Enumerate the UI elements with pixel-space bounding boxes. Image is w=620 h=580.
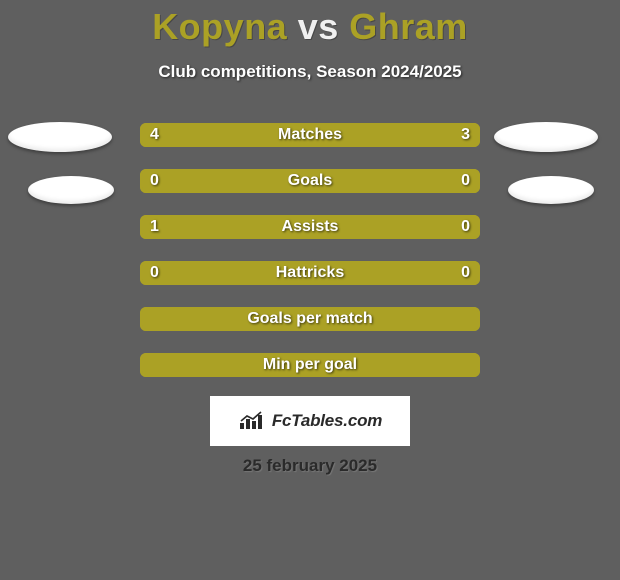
comparison-infographic: Kopyna vs Ghram Club competitions, Seaso… <box>0 0 620 580</box>
bar-right <box>310 261 480 285</box>
bar-track <box>140 169 480 193</box>
title-vs: vs <box>287 6 349 47</box>
stat-value-left: 1 <box>150 215 159 239</box>
subtitle: Club competitions, Season 2024/2025 <box>0 62 620 82</box>
stat-value-left: 0 <box>150 169 159 193</box>
stat-row: Goals00 <box>0 158 620 204</box>
bar-left <box>140 353 480 377</box>
date-label: 25 february 2025 <box>0 456 620 476</box>
bar-left <box>140 307 480 331</box>
bar-track <box>140 215 480 239</box>
stat-row: Assists10 <box>0 204 620 250</box>
stat-bars: Matches43Goals00Assists10Hattricks00Goal… <box>0 112 620 388</box>
title-player2: Ghram <box>349 6 468 47</box>
stat-row: Goals per match <box>0 296 620 342</box>
chart-icon <box>238 411 266 431</box>
bar-left <box>140 123 334 147</box>
stat-value-left: 0 <box>150 261 159 285</box>
bar-left <box>140 261 310 285</box>
bar-right <box>334 123 480 147</box>
bar-right <box>310 169 480 193</box>
bar-track <box>140 353 480 377</box>
title-player1: Kopyna <box>152 6 287 47</box>
stat-value-left: 4 <box>150 123 159 147</box>
bar-left <box>140 169 310 193</box>
bar-track <box>140 307 480 331</box>
stat-value-right: 3 <box>461 123 470 147</box>
bar-track <box>140 123 480 147</box>
bar-track <box>140 261 480 285</box>
stat-row: Hattricks00 <box>0 250 620 296</box>
logo-text: FcTables.com <box>272 411 382 431</box>
stat-value-right: 0 <box>461 169 470 193</box>
stat-value-right: 0 <box>461 261 470 285</box>
bar-left <box>140 215 402 239</box>
stat-row: Min per goal <box>0 342 620 388</box>
stat-row: Matches43 <box>0 112 620 158</box>
page-title: Kopyna vs Ghram <box>0 0 620 48</box>
stat-value-right: 0 <box>461 215 470 239</box>
logo-badge: FcTables.com <box>210 396 410 446</box>
